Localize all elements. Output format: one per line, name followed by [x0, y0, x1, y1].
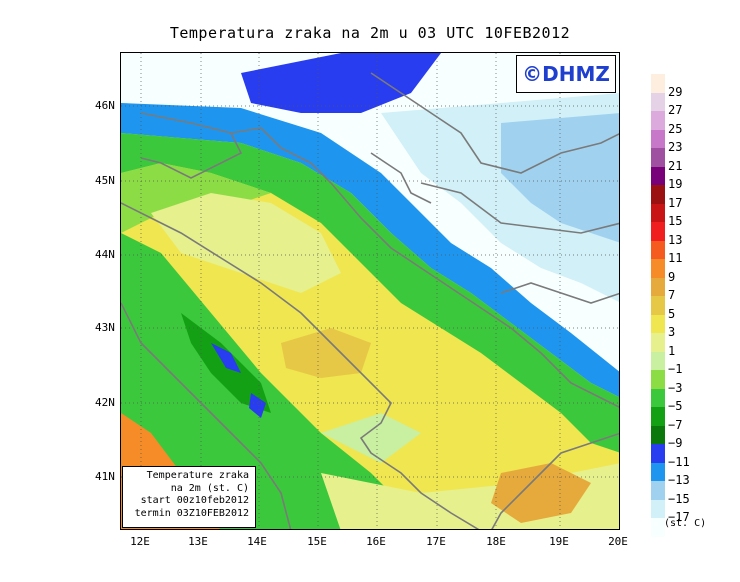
legend-label: −15	[668, 491, 690, 506]
legend-label: 7	[668, 288, 676, 302]
field-green-coast	[121, 133, 619, 453]
lon-label-18e: 18E	[486, 535, 506, 548]
legend-swatch	[651, 240, 665, 259]
lon-label-17e: 17E	[426, 535, 446, 548]
field-cold-core	[241, 53, 441, 113]
legend-swatch	[651, 314, 665, 333]
legend-swatch	[651, 129, 665, 148]
legend-label: −1	[668, 362, 683, 376]
legend-label: 9	[668, 269, 676, 284]
legend-label: 25	[668, 121, 683, 136]
legend-swatch	[651, 185, 665, 204]
field-blue-band	[121, 103, 619, 397]
legend-label: 3	[668, 325, 676, 339]
field-adriatic-warm	[281, 328, 371, 378]
legend-label: −5	[668, 399, 683, 413]
temperature-map	[120, 52, 620, 530]
legend-swatch	[651, 148, 665, 167]
temperature-map-canvas	[121, 53, 619, 529]
legend-unit: (st. C)	[664, 518, 707, 529]
legend-label: 11	[668, 251, 683, 265]
legend-swatch	[651, 296, 665, 315]
legend-label: 21	[668, 158, 683, 173]
legend-swatch	[651, 388, 665, 407]
legend-label: −7	[668, 417, 683, 432]
legend-swatch	[651, 277, 665, 296]
legend-swatch	[651, 462, 665, 481]
legend-label: 15	[668, 214, 683, 228]
legend-swatch	[651, 74, 665, 93]
lon-label-13e: 13E	[188, 535, 208, 548]
legend-swatch	[651, 407, 665, 426]
info-box: Temperature zraka na 2m (st. C) start 00…	[122, 466, 256, 528]
lon-label-12e: 12E	[130, 535, 150, 548]
legend-label: 1	[668, 343, 676, 358]
dhmz-credit-logo: ©DHMZ	[516, 55, 616, 93]
lon-label-14e: 14E	[247, 535, 267, 548]
field-ionian-warm	[491, 463, 591, 523]
legend-label: −11	[668, 454, 690, 469]
legend-label: −9	[668, 436, 683, 450]
lat-label-46n: 46N	[95, 99, 115, 112]
coastlines	[121, 72, 619, 529]
legend-label: 27	[668, 103, 683, 117]
legend-label: 17	[668, 195, 683, 210]
info-line-termin: termin 03Z10FEB2012	[134, 507, 249, 519]
lon-label-16e: 16E	[366, 535, 386, 548]
legend-swatch	[651, 351, 665, 370]
temperature-legend	[651, 74, 665, 537]
info-line-start: start 00z10feb2012	[140, 495, 249, 506]
legend-swatch	[651, 111, 665, 130]
legend-swatch	[651, 518, 665, 537]
field-italy-cold-2	[249, 393, 266, 418]
field-mild	[151, 193, 341, 293]
lat-label-44n: 44N	[95, 248, 115, 261]
lon-label-19e: 19E	[549, 535, 569, 548]
field-gargano	[321, 413, 421, 463]
info-line-level: na 2m (st. C)	[170, 482, 249, 494]
legend-label: −17	[668, 510, 690, 524]
legend-swatch	[651, 499, 665, 518]
legend-label: 19	[668, 177, 683, 191]
legend-swatch	[651, 222, 665, 241]
legend-swatch	[651, 166, 665, 185]
legend-label: 23	[668, 140, 683, 154]
legend-swatch	[651, 92, 665, 111]
legend-swatch	[651, 259, 665, 278]
legend-swatch	[651, 425, 665, 444]
map-title: Temperatura zraka na 2m u 03 UTC 10FEB20…	[169, 24, 571, 42]
lat-label-42n: 42N	[95, 396, 115, 409]
legend-swatch	[651, 481, 665, 500]
legend-label: −3	[668, 380, 683, 395]
field-italy-cold-1	[211, 343, 241, 373]
legend-swatch	[651, 444, 665, 463]
lat-label-43n: 43N	[95, 321, 115, 334]
lat-label-41n: 41N	[95, 470, 115, 483]
field-italy-green	[121, 233, 429, 529]
legend-label: 13	[668, 232, 683, 247]
legend-swatch	[651, 333, 665, 352]
lon-label-20e: 20E	[608, 535, 628, 548]
lat-label-45n: 45N	[95, 174, 115, 187]
legend-label: 29	[668, 84, 683, 99]
info-line-parameter: Temperature zraka	[146, 470, 249, 481]
legend-label: 5	[668, 306, 676, 321]
lon-label-15e: 15E	[307, 535, 327, 548]
legend-swatch	[651, 203, 665, 222]
legend-swatch	[651, 370, 665, 389]
legend-label: −13	[668, 473, 690, 487]
